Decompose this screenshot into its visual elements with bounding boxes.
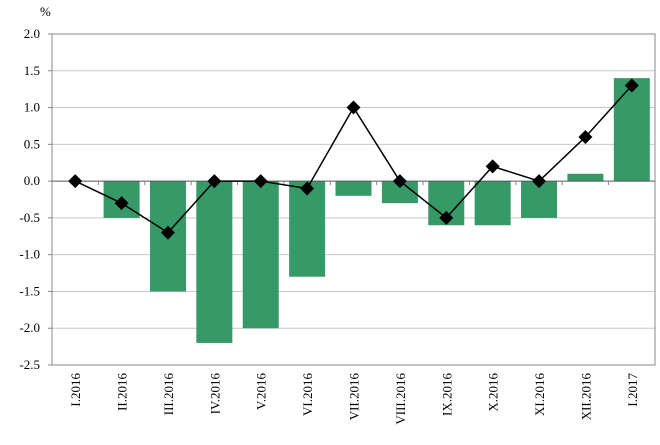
y-axis-unit-label: % xyxy=(40,4,51,19)
x-tick-label: X.2016 xyxy=(486,373,501,412)
y-tick-label: 0.5 xyxy=(24,136,40,151)
diamond-marker xyxy=(624,78,639,93)
x-tick-label: XII.2016 xyxy=(578,373,593,421)
x-tick-label: IX.2016 xyxy=(439,373,454,416)
diamond-marker xyxy=(439,210,454,225)
y-tick-label: -0.5 xyxy=(19,210,40,225)
diamond-marker xyxy=(68,174,83,189)
x-tick-label: XI.2016 xyxy=(532,373,547,416)
bar xyxy=(567,173,604,182)
diamond-marker xyxy=(114,196,129,211)
y-tick-label: 2.0 xyxy=(24,26,40,41)
diamond-marker xyxy=(160,225,175,240)
x-tick-label: V.2016 xyxy=(254,373,269,410)
y-tick-label: -2.5 xyxy=(19,357,40,372)
x-tick-label: VII.2016 xyxy=(347,373,362,421)
y-tick-label: 1.0 xyxy=(24,100,40,115)
x-tick-label: III.2016 xyxy=(161,373,176,416)
y-tick-label: 0.0 xyxy=(24,173,40,188)
y-tick-label: 1.5 xyxy=(24,63,40,78)
x-tick-label: II.2016 xyxy=(115,373,130,411)
bar xyxy=(474,181,511,226)
x-tick-label: VIII.2016 xyxy=(393,373,408,425)
bar xyxy=(381,181,418,204)
bar xyxy=(242,181,279,329)
diamond-marker xyxy=(485,159,500,174)
y-tick-label: -1.5 xyxy=(19,283,40,298)
diamond-marker xyxy=(532,174,547,189)
plot-area-border xyxy=(51,33,656,366)
x-tick-label: IV.2016 xyxy=(207,373,222,415)
diamond-marker xyxy=(300,181,315,196)
y-tick-label: -1.0 xyxy=(19,247,40,262)
diamond-marker xyxy=(578,129,593,144)
bar xyxy=(613,78,650,182)
diamond-marker xyxy=(346,100,361,115)
diamond-marker xyxy=(253,174,268,189)
x-tick-label: I.2017 xyxy=(625,373,640,407)
y-tick-label: -2.0 xyxy=(19,320,40,335)
x-tick-label: I.2016 xyxy=(68,373,83,407)
bar xyxy=(335,181,372,196)
bar xyxy=(196,181,233,343)
diamond-marker xyxy=(207,174,222,189)
diamond-marker xyxy=(392,174,407,189)
bar xyxy=(289,181,326,277)
x-tick-label: VI.2016 xyxy=(300,373,315,416)
